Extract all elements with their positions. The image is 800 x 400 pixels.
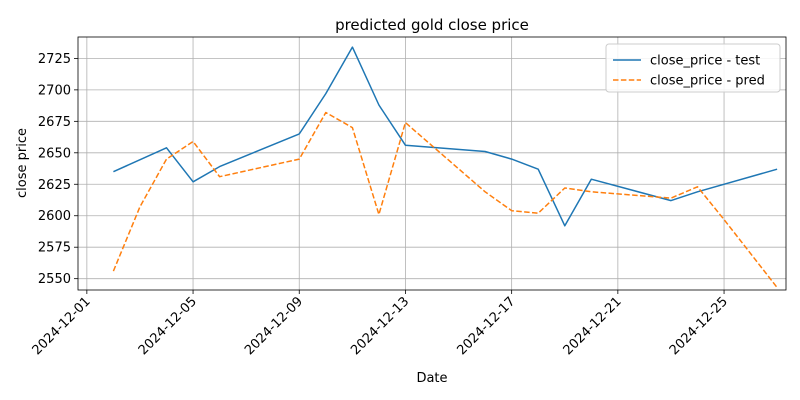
chart-title: predicted gold close price bbox=[335, 16, 529, 34]
x-tick-label: 2024-12-21 bbox=[561, 294, 625, 358]
legend-label: close_price - pred bbox=[650, 74, 765, 89]
series-line-pred bbox=[112, 111, 778, 288]
series-layer bbox=[112, 46, 778, 288]
legend-box bbox=[605, 43, 781, 93]
y-tick-label: 2575 bbox=[38, 241, 71, 256]
legend: close_price - test close_price - pred bbox=[605, 43, 781, 93]
y-axis-ticks: 2550 2575 2600 2625 2650 2675 2700 2725 bbox=[38, 52, 78, 287]
x-tick-label: 2024-12-13 bbox=[348, 294, 412, 358]
x-axis-label: Date bbox=[416, 371, 447, 386]
y-tick-label: 2725 bbox=[38, 52, 71, 67]
x-tick-label: 2024-12-25 bbox=[667, 294, 731, 358]
y-tick-label: 2600 bbox=[38, 209, 71, 224]
plot-frame bbox=[77, 36, 787, 291]
y-tick-label: 2625 bbox=[38, 178, 71, 193]
legend-label: close_price - test bbox=[650, 54, 760, 69]
y-tick-label: 2700 bbox=[38, 83, 71, 98]
x-tick-label: 2024-12-05 bbox=[136, 294, 200, 358]
y-tick-label: 2550 bbox=[38, 272, 71, 287]
x-tick-label: 2024-12-09 bbox=[242, 294, 306, 358]
x-axis-ticks: 2024-12-01 2024-12-05 2024-12-09 2024-12-13… bbox=[30, 290, 731, 358]
x-tick-label: 2024-12-17 bbox=[454, 294, 518, 358]
y-axis-label: close price bbox=[15, 128, 30, 198]
x-tick-label: 2024-12-01 bbox=[30, 294, 94, 358]
y-tick-label: 2675 bbox=[38, 115, 71, 130]
y-tick-label: 2650 bbox=[38, 146, 71, 161]
